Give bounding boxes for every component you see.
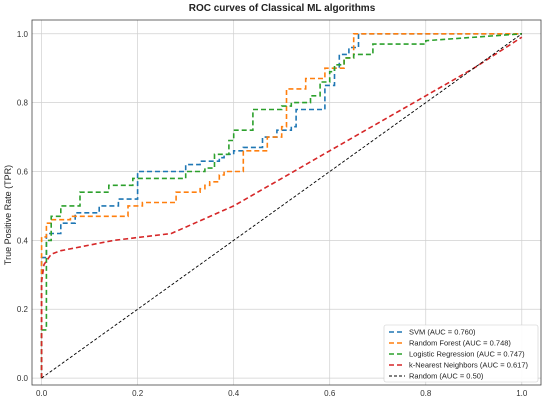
x-tick-label: 0.6 [324, 389, 336, 398]
series-line-logistic-regression [40, 33, 522, 379]
y-axis-label: True Positive Rate (TPR) [3, 165, 13, 265]
x-tick-label: 0.2 [132, 389, 144, 398]
x-tick-label: 0.0 [36, 389, 48, 398]
y-tick-label: 1.0 [17, 30, 29, 39]
x-tick-label: 0.4 [228, 389, 240, 398]
y-tick-label: 0.6 [17, 168, 29, 177]
x-tick-label: 0.8 [420, 389, 432, 398]
series-line-random-forest [40, 32, 522, 379]
y-tick-label: 0.8 [17, 99, 29, 108]
legend-entry-svm: SVM (AUC = 0.760) [409, 328, 476, 337]
axis-ticks: 0.0 0.0 0.2 0.2 0.4 0.4 0.6 0.6 0.8 0.8 1.0 1.0 [17, 30, 528, 398]
chart-title: ROC curves of Classical ML algorithms [189, 3, 376, 14]
y-tick-label: 0.2 [17, 305, 29, 314]
y-tick-label: 0.0 [17, 374, 29, 383]
series-lines [40, 32, 523, 379]
legend: SVM (AUC = 0.760) Random Forest (AUC = 0.… [383, 324, 539, 383]
series-line-k-nearest-neighbors [40, 36, 523, 379]
series-line-random [41, 33, 523, 379]
legend-box [383, 324, 539, 383]
plot-area-frame [31, 19, 542, 386]
x-tick-label: 1.0 [516, 389, 528, 398]
legend-entry-k-nearest-neighbors: k-Nearest Neighbors (AUC = 0.617) [409, 361, 529, 370]
y-tick-label: 0.4 [17, 236, 29, 245]
legend-entry-logistic-regression: Logistic Regression (AUC = 0.747) [409, 350, 525, 359]
legend-entry-random: Random (AUC = 0.50) [409, 372, 484, 381]
legend-entry-random-forest: Random Forest (AUC = 0.748) [409, 339, 511, 348]
